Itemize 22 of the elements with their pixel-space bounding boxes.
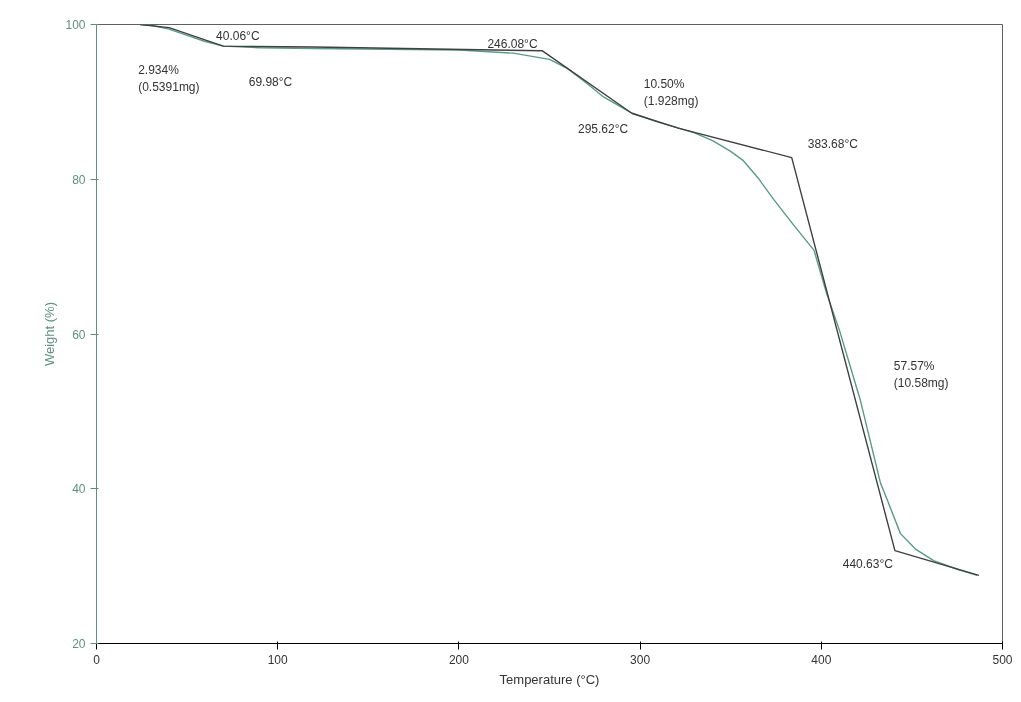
y-tick-label: 80	[72, 172, 86, 187]
y-tick-label: 60	[72, 327, 86, 342]
annotation: 57.57% (10.58mg)	[893, 358, 949, 390]
y-tick-label: 100	[65, 18, 86, 32]
y-axis-title: Weight (%)	[42, 301, 58, 367]
x-tick-label: 100	[267, 652, 289, 667]
annotation: 440.63°C	[842, 556, 894, 571]
x-tick-label: 500	[992, 652, 1013, 667]
annotation: 2.934% (0.5391mg)	[138, 63, 200, 95]
annotation: 383.68°C	[807, 136, 859, 151]
annotation: 69.98°C	[248, 74, 293, 89]
annotation: 10.50% (1.928mg)	[643, 77, 699, 108]
y-tick-label: 40	[72, 482, 86, 497]
y-tick-label: 20	[72, 637, 86, 651]
x-tick-label: 300	[630, 652, 651, 667]
annotation: 40.06°C	[216, 29, 260, 44]
annotation: 295.62°C	[578, 122, 629, 137]
x-tick-label: 400	[811, 652, 832, 667]
x-axis-title: Temperature (°C)	[499, 671, 600, 687]
annotation: 246.08°C	[487, 36, 538, 51]
x-tick-label: 0	[93, 652, 101, 667]
x-tick-label: 200	[448, 652, 470, 667]
